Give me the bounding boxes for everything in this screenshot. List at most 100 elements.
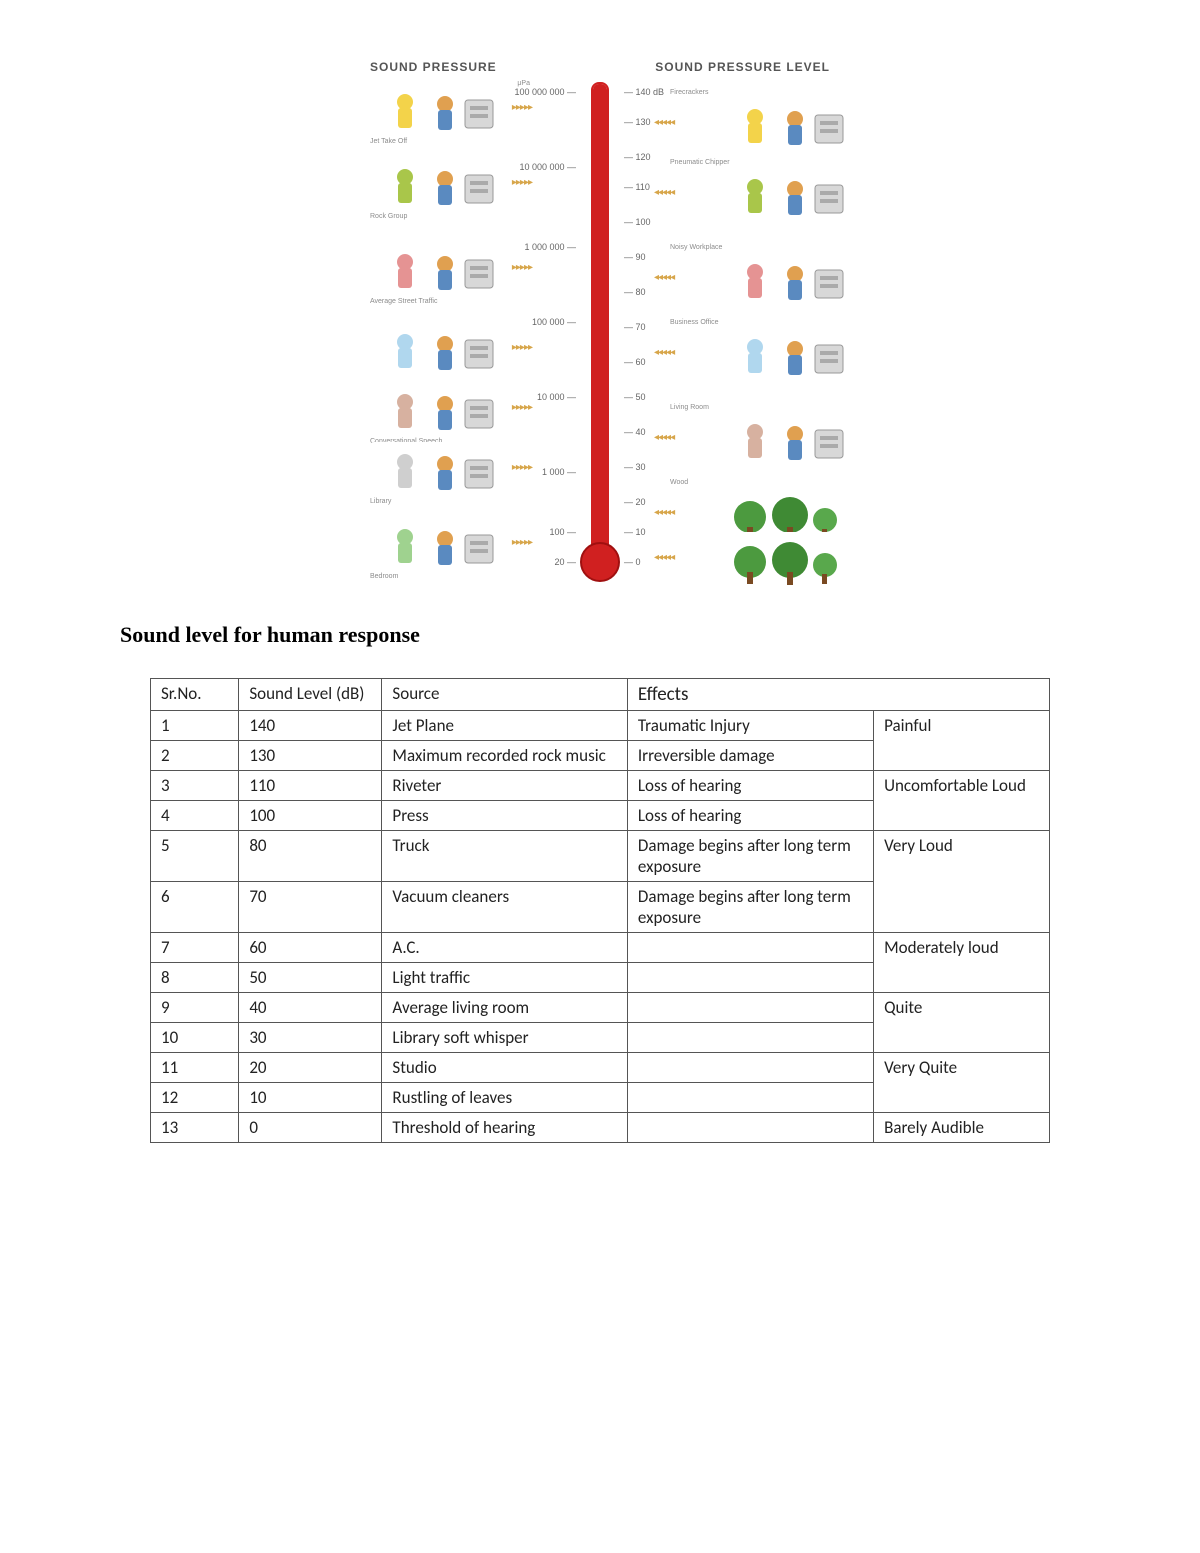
cell-category: Uncomfortable Loud (874, 771, 1050, 831)
cell-sr: 4 (151, 801, 239, 831)
cell-effect (627, 933, 873, 963)
scene-caption: Bedroom (370, 573, 398, 580)
cell-level: 100 (239, 801, 382, 831)
table-body: 1140Jet PlaneTraumatic InjuryPainful2130… (151, 711, 1050, 1143)
scene-left (370, 242, 500, 297)
scene-right (720, 167, 850, 222)
section-title: Sound level for human response (120, 622, 1080, 648)
db-tick: — 40 (624, 427, 646, 437)
cell-sr: 3 (151, 771, 239, 801)
table-row: 3110RiveterLoss of hearingUncomfortable … (151, 771, 1050, 801)
cell-sr: 10 (151, 1023, 239, 1053)
scene-right (720, 412, 850, 467)
pressure-tick: 100 000 — (532, 317, 576, 327)
cell-sr: 2 (151, 741, 239, 771)
cell-effect (627, 963, 873, 993)
cell-category: Very Loud (874, 831, 1050, 933)
table-row: 1120StudioVery Quite (151, 1053, 1050, 1083)
arrows-icon: ▸▸▸▸▸ (512, 177, 532, 188)
scene-caption: Jet Take Off (370, 138, 407, 145)
header-sound-pressure-level: SOUND PRESSURE LEVEL (655, 60, 830, 74)
cell-sr: 13 (151, 1113, 239, 1143)
db-tick: — 120 (624, 152, 651, 162)
cell-source: Library soft whisper (382, 1023, 627, 1053)
cell-level: 140 (239, 711, 382, 741)
cell-level: 60 (239, 933, 382, 963)
header-sr: Sr.No. (151, 679, 239, 711)
scene-caption: Average Street Traffic (370, 298, 437, 305)
arrows-icon: ▸▸▸▸▸ (512, 262, 532, 273)
db-tick: — 130 (624, 117, 651, 127)
table-row: 130Threshold of hearingBarely Audible (151, 1113, 1050, 1143)
db-tick: — 20 (624, 497, 646, 507)
cell-category: Barely Audible (874, 1113, 1050, 1143)
pressure-tick: 1 000 000 — (524, 242, 576, 252)
arrows-icon: ◂◂◂◂◂ (654, 552, 674, 563)
sound-level-table: Sr.No. Sound Level (dB) Source Effects 1… (150, 678, 1050, 1143)
scene-caption: Wood (670, 479, 688, 486)
scene-left (370, 382, 500, 437)
cell-effect (627, 1023, 873, 1053)
cell-level: 40 (239, 993, 382, 1023)
db-tick: — 140 dB (624, 87, 664, 97)
scene-caption: Living Room (670, 404, 709, 411)
cell-effect: Traumatic Injury (627, 711, 873, 741)
cell-level: 20 (239, 1053, 382, 1083)
arrows-icon: ◂◂◂◂◂ (654, 117, 674, 128)
thermometer-fill (593, 84, 607, 550)
thermometer-stem (591, 82, 609, 552)
cell-sr: 1 (151, 711, 239, 741)
scene-right (720, 97, 850, 152)
pressure-tick: 100 — (549, 527, 576, 537)
pressure-tick: 10 000 000 — (519, 162, 576, 172)
db-tick: — 30 (624, 462, 646, 472)
scene-right (720, 252, 850, 307)
cell-source: Press (382, 801, 627, 831)
thermometer-column (580, 82, 620, 582)
arrows-icon: ▸▸▸▸▸ (512, 462, 532, 473)
cell-level: 80 (239, 831, 382, 882)
scene-caption: Business Office (670, 319, 719, 326)
table-header: Sr.No. Sound Level (dB) Source Effects (151, 679, 1050, 711)
infographic-body: Jet Take Off▸▸▸▸▸ Rock Group▸▸▸▸▸ Averag… (370, 82, 830, 582)
cell-category: Painful (874, 711, 1050, 771)
cell-category: Moderately loud (874, 933, 1050, 993)
cell-sr: 8 (151, 963, 239, 993)
cell-effect: Damage begins after long term exposure (627, 831, 873, 882)
cell-level: 110 (239, 771, 382, 801)
cell-sr: 6 (151, 882, 239, 933)
cell-source: Jet Plane (382, 711, 627, 741)
table-row: 580TruckDamage begins after long term ex… (151, 831, 1050, 882)
arrows-icon: ◂◂◂◂◂ (654, 272, 674, 283)
header-source: Source (382, 679, 627, 711)
header-sound-pressure: SOUND PRESSURE (370, 60, 497, 74)
unit-micropascal: μPa (517, 80, 530, 87)
arrows-icon: ◂◂◂◂◂ (654, 187, 674, 198)
cell-source: Average living room (382, 993, 627, 1023)
arrows-icon: ◂◂◂◂◂ (654, 347, 674, 358)
db-tick: — 100 (624, 217, 651, 227)
scene-caption: Pneumatic Chipper (670, 159, 730, 166)
scene-left (370, 157, 500, 212)
arrows-icon: ▸▸▸▸▸ (512, 342, 532, 353)
table-header-row: Sr.No. Sound Level (dB) Source Effects (151, 679, 1050, 711)
cell-effect (627, 1113, 873, 1143)
cell-level: 0 (239, 1113, 382, 1143)
db-tick: — 80 (624, 287, 646, 297)
cell-level: 70 (239, 882, 382, 933)
cell-category: Quite (874, 993, 1050, 1053)
cell-sr: 5 (151, 831, 239, 882)
pressure-tick: 1 000 — (542, 467, 576, 477)
pressure-tick: 10 000 — (537, 392, 576, 402)
cell-source: Vacuum cleaners (382, 882, 627, 933)
cell-source: Rustling of leaves (382, 1083, 627, 1113)
cell-sr: 11 (151, 1053, 239, 1083)
cell-sr: 9 (151, 993, 239, 1023)
cell-category: Very Quite (874, 1053, 1050, 1113)
cell-source: A.C. (382, 933, 627, 963)
infographic-left-column: Jet Take Off▸▸▸▸▸ Rock Group▸▸▸▸▸ Averag… (370, 82, 580, 582)
db-tick: — 0 (624, 557, 641, 567)
sound-pressure-infographic: SOUND PRESSURE SOUND PRESSURE LEVEL Jet … (370, 60, 830, 582)
cell-level: 30 (239, 1023, 382, 1053)
pressure-tick: 20 — (554, 557, 576, 567)
